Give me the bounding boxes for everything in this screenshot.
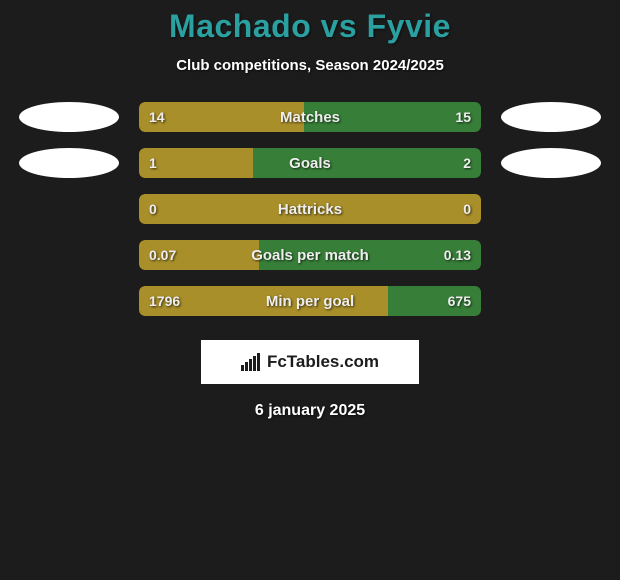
- page-title: Machado vs Fyvie: [0, 8, 620, 45]
- right-value: 15: [455, 102, 471, 132]
- logo-spacer: [19, 194, 119, 224]
- team-logo-right: [501, 102, 601, 132]
- brand-badge: FcTables.com: [201, 340, 419, 384]
- stat-row: 0.07Goals per match0.13: [0, 240, 620, 270]
- stat-bar: 0Hattricks0: [139, 194, 481, 224]
- stat-row: 1796Min per goal675: [0, 286, 620, 316]
- logo-spacer: [19, 286, 119, 316]
- stat-bar: 14Matches15: [139, 102, 481, 132]
- team-logo-left: [19, 102, 119, 132]
- team-logo-left: [19, 148, 119, 178]
- logo-spacer: [501, 240, 601, 270]
- right-value: 675: [448, 286, 471, 316]
- page-subtitle: Club competitions, Season 2024/2025: [0, 57, 620, 74]
- date-label: 6 january 2025: [0, 402, 620, 420]
- right-value: 2: [463, 148, 471, 178]
- stat-label: Goals: [139, 148, 481, 178]
- logo-spacer: [501, 194, 601, 224]
- bar-chart-icon: [241, 353, 261, 371]
- stat-label: Hattricks: [139, 194, 481, 224]
- stat-row: 1Goals2: [0, 148, 620, 178]
- stat-row: 14Matches15: [0, 102, 620, 132]
- stat-bar: 1796Min per goal675: [139, 286, 481, 316]
- right-value: 0: [463, 194, 471, 224]
- brand-text: FcTables.com: [267, 352, 379, 372]
- logo-spacer: [19, 240, 119, 270]
- comparison-infographic: Machado vs Fyvie Club competitions, Seas…: [0, 0, 620, 420]
- right-value: 0.13: [444, 240, 471, 270]
- stat-label: Min per goal: [139, 286, 481, 316]
- stat-label: Goals per match: [139, 240, 481, 270]
- team-logo-right: [501, 148, 601, 178]
- logo-spacer: [501, 286, 601, 316]
- stat-bar: 0.07Goals per match0.13: [139, 240, 481, 270]
- stat-label: Matches: [139, 102, 481, 132]
- stat-rows: 14Matches15 1Goals2 0Hattricks0 0.07Goals p…: [0, 102, 620, 316]
- stat-row: 0Hattricks0: [0, 194, 620, 224]
- stat-bar: 1Goals2: [139, 148, 481, 178]
